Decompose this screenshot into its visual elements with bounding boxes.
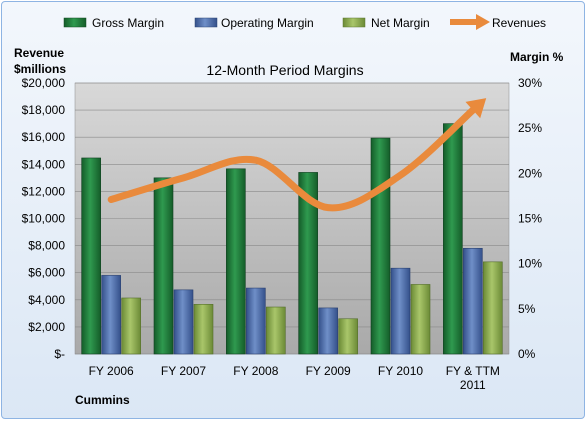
net-margin-bar bbox=[339, 319, 358, 354]
y-right-tick-label: 5% bbox=[518, 302, 536, 316]
legend-label-gross: Gross Margin bbox=[92, 16, 164, 30]
gross-margin-bar bbox=[226, 169, 245, 354]
y-right-tick-label: 15% bbox=[518, 212, 542, 226]
x-tick-label: FY 2010 bbox=[378, 364, 423, 378]
net-margin-bar bbox=[266, 307, 285, 354]
y-right-tick-label: 25% bbox=[518, 121, 542, 135]
gross-margin-bar bbox=[82, 158, 101, 354]
y-right-tick-label: 20% bbox=[518, 166, 542, 180]
x-tick-labels: FY 2006 FY 2007 FY 2008 FY 2009 FY 2010 FY & … bbox=[89, 364, 500, 392]
legend-swatch-gross bbox=[64, 18, 86, 27]
y-left-tick-label: $10,000 bbox=[22, 212, 66, 226]
x-tick-label: FY 2008 bbox=[233, 364, 278, 378]
chart-title: 12-Month Period Margins bbox=[206, 62, 363, 78]
net-margin-bar bbox=[483, 262, 502, 354]
y-left-tick-label: $16,000 bbox=[22, 130, 66, 144]
x-tick-label: FY & TTM bbox=[446, 364, 500, 378]
gross-margin-bar bbox=[154, 178, 173, 354]
y-left-title-line1: Revenue bbox=[14, 46, 64, 60]
y-left-tick-label: $6,000 bbox=[28, 266, 65, 280]
company-label: Cummins bbox=[75, 393, 130, 407]
legend-item-net-margin: Net Margin bbox=[343, 16, 430, 30]
legend-swatch-net bbox=[343, 18, 365, 27]
y-left-tick-label: $18,000 bbox=[22, 103, 66, 117]
y-left-ticks: $- $2,000 $4,000 $6,000 $8,000 $10,000 $12,000… bbox=[22, 76, 66, 361]
legend-arrow-head-icon bbox=[476, 14, 490, 30]
operating-margin-bar bbox=[246, 288, 265, 354]
legend: Gross Margin Operating Margin Net Margin… bbox=[64, 14, 546, 30]
y-left-tick-label: $12,000 bbox=[22, 184, 66, 198]
y-left-tick-label: $14,000 bbox=[22, 157, 66, 171]
y-right-tick-label: 10% bbox=[518, 257, 542, 271]
gross-margin-bar bbox=[371, 138, 390, 354]
operating-margin-bar bbox=[174, 290, 193, 354]
x-tick-label: FY 2007 bbox=[161, 364, 206, 378]
legend-label-net: Net Margin bbox=[371, 16, 430, 30]
operating-margin-bar bbox=[463, 248, 482, 354]
y-left-title-line2: $millions bbox=[14, 62, 66, 76]
gross-margin-bar bbox=[443, 124, 462, 354]
operating-margin-bar bbox=[391, 268, 410, 354]
y-right-tick-label: 0% bbox=[518, 347, 536, 361]
operating-margin-bar bbox=[319, 308, 338, 354]
legend-item-gross-margin: Gross Margin bbox=[64, 16, 164, 30]
y-right-tick-label: 30% bbox=[518, 76, 542, 90]
legend-label-revenues: Revenues bbox=[492, 16, 546, 30]
legend-item-operating-margin: Operating Margin bbox=[195, 16, 314, 30]
net-margin-bar bbox=[411, 284, 430, 354]
y-right-ticks: 0% 5% 10% 15% 20% 25% 30% bbox=[518, 76, 542, 361]
operating-margin-bar bbox=[102, 275, 121, 354]
y-right-title: Margin % bbox=[510, 50, 564, 64]
y-left-tick-label: $- bbox=[54, 347, 65, 361]
x-tick-label: FY 2009 bbox=[306, 364, 351, 378]
chart-frame: Gross Margin Operating Margin Net Margin… bbox=[1, 1, 585, 419]
net-margin-bar bbox=[122, 298, 141, 354]
net-margin-bar bbox=[194, 304, 213, 354]
legend-swatch-operating bbox=[195, 18, 217, 27]
y-left-tick-label: $4,000 bbox=[28, 293, 65, 307]
legend-item-revenues: Revenues bbox=[450, 14, 546, 30]
x-tick-label: 2011 bbox=[460, 378, 486, 392]
y-left-tick-label: $2,000 bbox=[28, 320, 65, 334]
x-tick-label: FY 2006 bbox=[89, 364, 134, 378]
y-left-tick-label: $8,000 bbox=[28, 239, 65, 253]
legend-label-operating: Operating Margin bbox=[221, 16, 314, 30]
y-left-tick-label: $20,000 bbox=[22, 76, 66, 90]
